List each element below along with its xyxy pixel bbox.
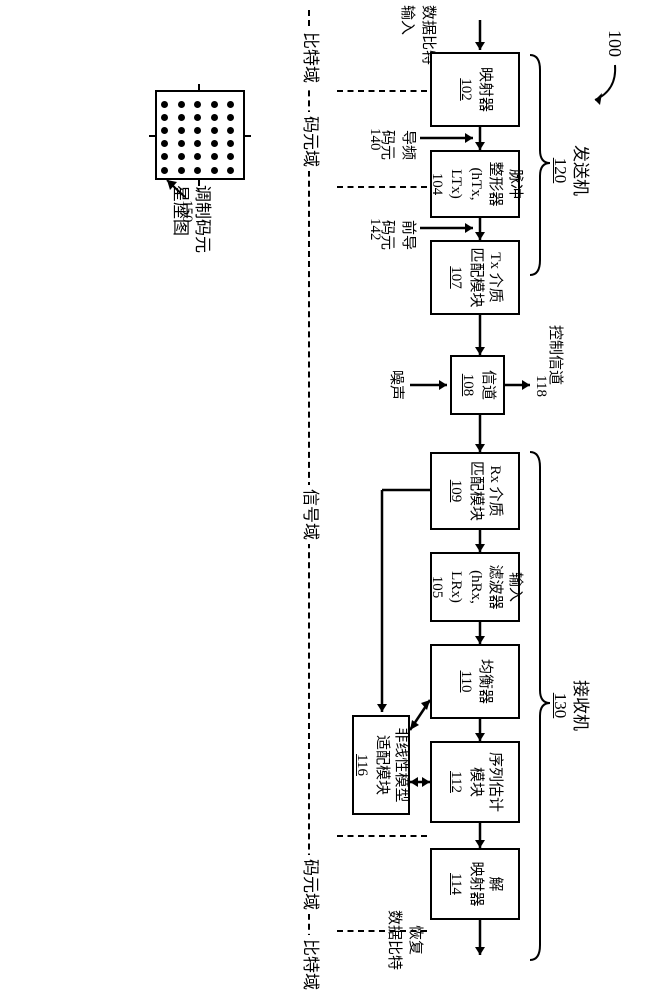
mapper-id: 102 <box>456 78 476 101</box>
constellation-point <box>211 127 218 134</box>
constellation-point <box>162 127 169 134</box>
fig-ref: 100 <box>604 30 625 57</box>
constellation-point <box>162 114 169 121</box>
pilot-label: 导频 码元 <box>378 125 420 165</box>
eq-title: 均衡器 <box>475 659 495 704</box>
seq-title: 序列估计 模块 <box>465 752 504 812</box>
domain-sig: 信号域 <box>300 485 320 544</box>
rxmed-id: 109 <box>446 480 466 503</box>
ctrl-id: 118 <box>532 375 549 397</box>
txmed-block: Tx 介质 匹配模块 107 <box>430 240 520 315</box>
channel-block: 信道 108 <box>450 355 505 415</box>
preamble-id: 142 <box>366 218 383 241</box>
rx-title-text: 接收机 <box>571 680 590 731</box>
seq-id: 112 <box>446 771 466 793</box>
constellation-point <box>178 153 185 160</box>
nl-title: 非线性模型 适配模块 <box>371 727 410 802</box>
constellation-point <box>228 127 235 134</box>
constellation-point <box>211 101 218 108</box>
constellation-point <box>211 153 218 160</box>
domain-sym-r: 码元域 <box>300 855 320 914</box>
channel-title: 信道 <box>478 370 498 400</box>
ctrl-label: 控制信道 <box>546 325 567 385</box>
constellation-point <box>228 153 235 160</box>
diagram-canvas: 100 发送机 120 数据比特 输入 映射器 102 脉冲 整形器 (hTx,… <box>0 0 645 1000</box>
tx-id: 120 <box>551 158 570 184</box>
constellation-point <box>195 153 202 160</box>
noise-label: 噪声 <box>387 370 408 400</box>
demap-id: 114 <box>446 873 466 895</box>
constellation <box>155 90 245 180</box>
mapper-title: 映射器 <box>475 67 495 112</box>
tx-title-text: 发送机 <box>571 145 590 196</box>
txmed-title: Tx 介质 匹配模块 <box>465 247 504 307</box>
constellation-point <box>195 167 202 174</box>
constellation-point <box>178 127 185 134</box>
constellation-point <box>195 114 202 121</box>
demap-block: 解 映射器 114 <box>430 848 520 920</box>
domain-sym-l: 码元域 <box>300 112 320 171</box>
constellation-point <box>178 140 185 147</box>
rxmed-block: Rx 介质 匹配模块 109 <box>430 452 520 530</box>
demap-title: 解 映射器 <box>465 861 504 906</box>
constellation-point <box>162 101 169 108</box>
pilot-id: 140 <box>366 128 383 151</box>
preamble-label: 前导 码元 <box>378 215 420 255</box>
eq-block: 均衡器 110 <box>430 644 520 719</box>
eq-id: 110 <box>456 671 476 693</box>
pulse-block: 脉冲 整形器 (hTx, LTx) 104 <box>430 150 520 218</box>
constellation-point <box>228 167 235 174</box>
constellation-point <box>211 140 218 147</box>
constellation-point <box>178 114 185 121</box>
rx-id: 130 <box>551 693 570 719</box>
const-id: 150 <box>178 200 195 223</box>
mapper-block: 映射器 102 <box>430 52 520 127</box>
out-label: 恢复 数据比特 <box>385 905 427 975</box>
constellation-point <box>162 153 169 160</box>
pulse-title: 脉冲 整形器 (hTx, LTx) <box>446 161 524 206</box>
tx-section-title: 发送机 120 <box>549 145 590 196</box>
nl-id: 116 <box>352 754 372 776</box>
constellation-point <box>195 101 202 108</box>
infilt-block: 输入 滤波器 (hRx, LRx) 105 <box>430 552 520 622</box>
domain-bit-l: 比特域 <box>300 28 320 87</box>
rx-section-title: 接收机 130 <box>549 680 590 731</box>
infilt-id: 105 <box>426 576 446 599</box>
pulse-id: 104 <box>426 173 446 196</box>
nl-block: 非线性模型 适配模块 116 <box>352 715 410 815</box>
dash-bit-sym-tx <box>337 90 427 92</box>
txmed-id: 107 <box>446 266 466 289</box>
domain-bit-r: 比特域 <box>300 935 320 994</box>
seq-block: 序列估计 模块 112 <box>430 741 520 823</box>
dash-sym-sig-tx <box>337 186 427 188</box>
infilt-title: 输入 滤波器 (hRx, LRx) <box>446 564 524 609</box>
constellation-point <box>162 140 169 147</box>
constellation-point <box>162 167 169 174</box>
rxmed-title: Rx 介质 匹配模块 <box>465 461 504 521</box>
constellation-point <box>228 101 235 108</box>
constellation-point <box>195 140 202 147</box>
constellation-point <box>228 140 235 147</box>
channel-id: 108 <box>458 374 478 397</box>
constellation-point <box>195 127 202 134</box>
constellation-point <box>211 167 218 174</box>
dash-sig-sym-rx <box>337 835 427 837</box>
constellation-point <box>211 114 218 121</box>
constellation-point <box>228 114 235 121</box>
constellation-point <box>178 101 185 108</box>
dash-sym-bit-rx <box>337 930 427 932</box>
constellation-point <box>178 167 185 174</box>
